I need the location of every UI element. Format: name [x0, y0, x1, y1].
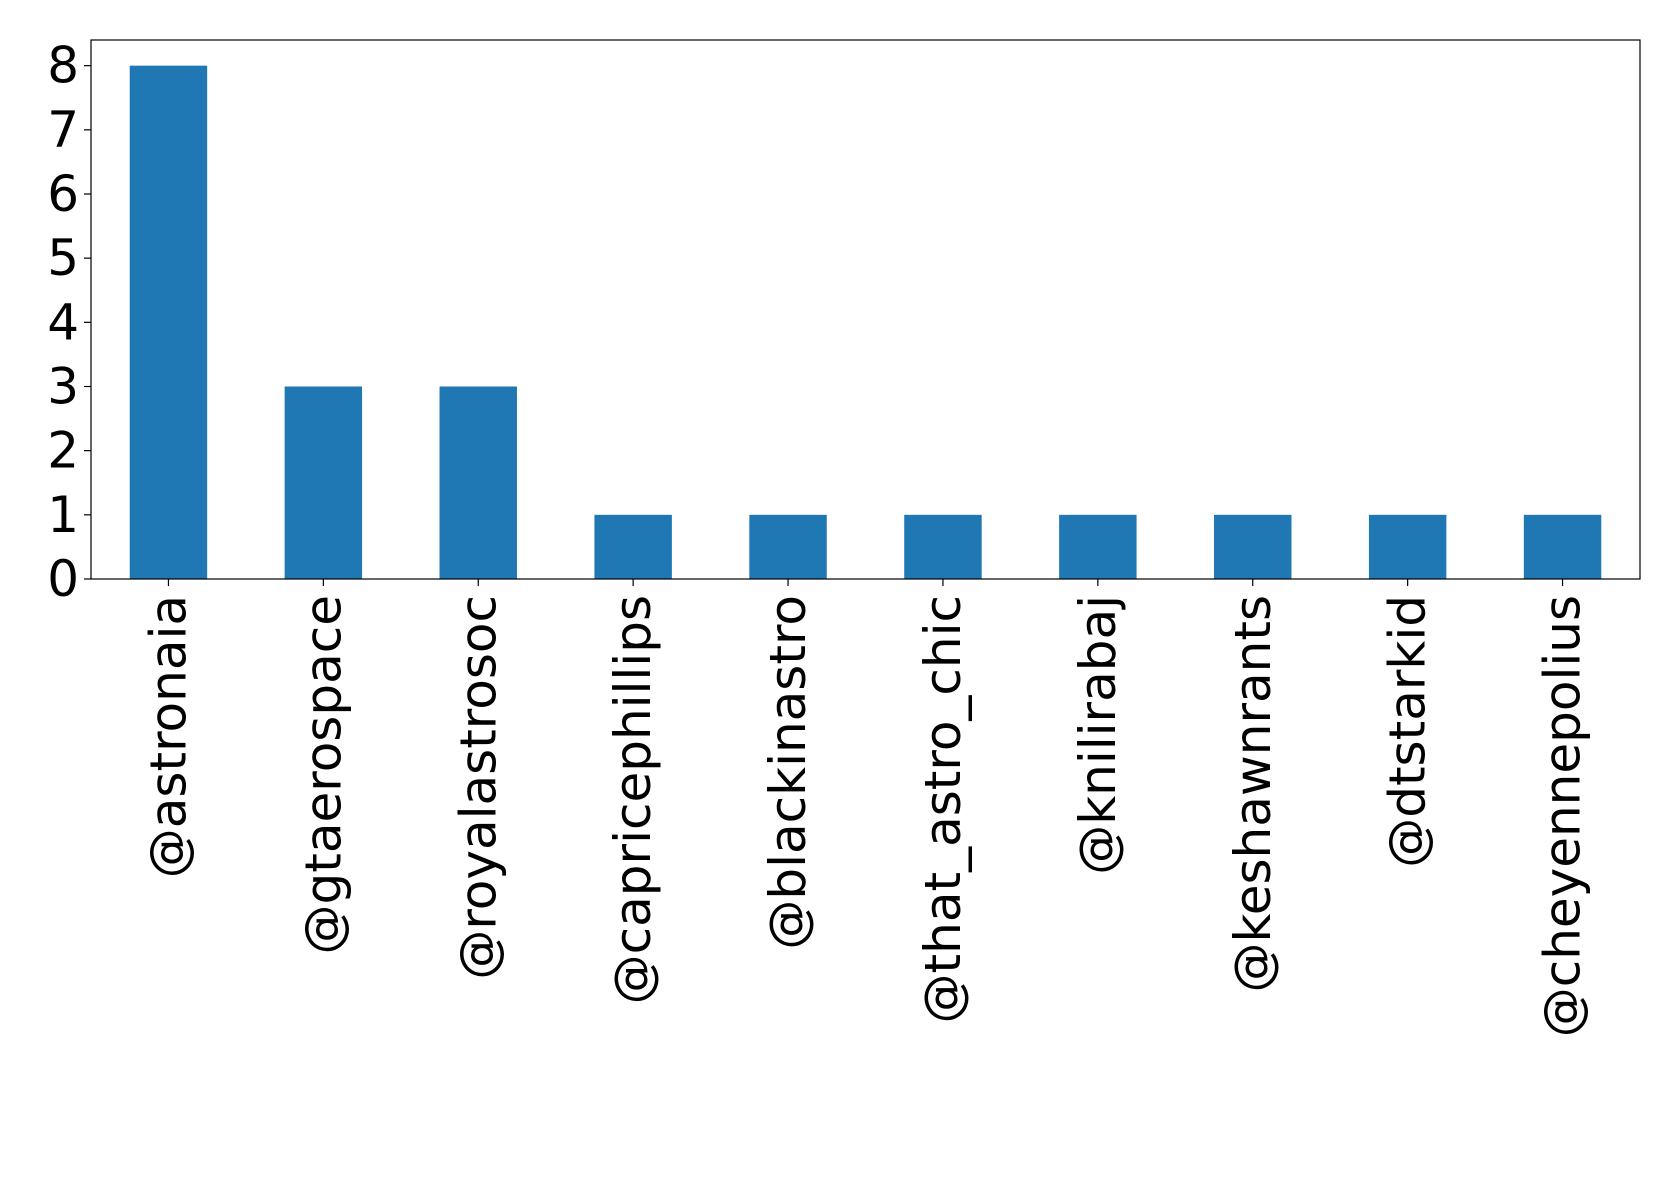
bar	[1523, 514, 1602, 579]
bar	[904, 514, 982, 579]
y-tick-label: 1	[47, 486, 79, 544]
bar	[1059, 514, 1137, 579]
x-tick-label: @that_astro_chic	[914, 595, 972, 1023]
bar	[594, 514, 672, 579]
y-tick-label: 3	[47, 358, 79, 416]
y-tick-label: 8	[47, 37, 79, 95]
bar	[439, 386, 517, 579]
x-tick-label: @blackinastro	[759, 595, 817, 950]
x-tick-label: @keshawnrants	[1224, 595, 1282, 992]
x-tick-label: @dtstarkid	[1379, 595, 1437, 868]
x-tick-label: @capricephillips	[604, 595, 662, 1004]
x-tick-label: @cheyennepolius	[1534, 595, 1592, 1037]
bar	[749, 514, 827, 579]
y-tick-label: 4	[47, 293, 79, 351]
y-tick-label: 0	[47, 550, 79, 608]
x-tick-label: @astronaia	[139, 595, 197, 878]
y-tick-label: 2	[47, 422, 79, 480]
y-tick-label: 6	[47, 165, 79, 223]
bar	[1214, 514, 1292, 579]
bar	[129, 65, 208, 579]
x-tick-label: @gtaerospace	[294, 595, 352, 954]
y-tick-label: 5	[47, 229, 79, 287]
y-tick-label: 7	[47, 101, 79, 159]
bar	[284, 386, 363, 579]
x-tick-label: @knilirabaj	[1069, 595, 1127, 875]
x-tick-label: @royalastrosoc	[449, 595, 507, 980]
plot-frame	[90, 39, 1641, 580]
bar	[1368, 514, 1447, 579]
